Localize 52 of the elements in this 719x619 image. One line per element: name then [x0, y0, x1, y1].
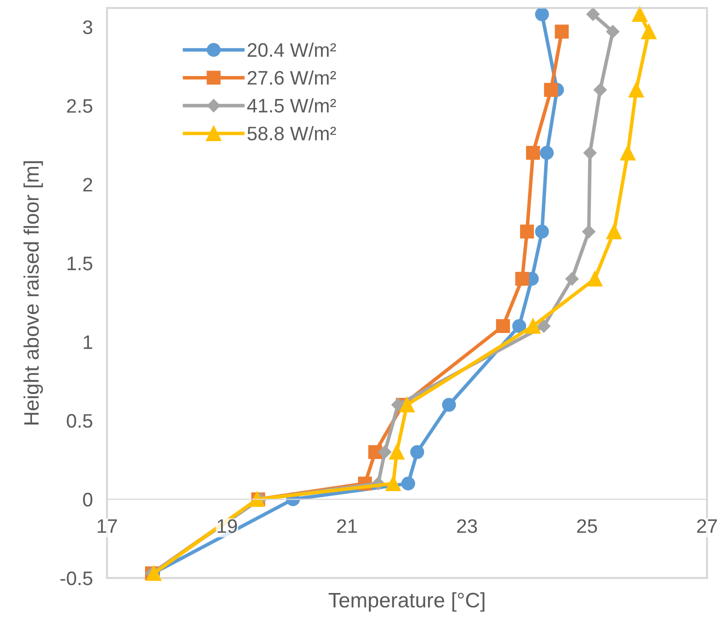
point [594, 83, 607, 96]
y-tick-label: -0.5 [60, 571, 92, 586]
y-tick-label: 1.5 [68, 256, 92, 270]
point [391, 398, 405, 412]
point [554, 24, 569, 39]
x-tick-label: 27 [697, 519, 717, 533]
point [620, 145, 636, 160]
point [540, 146, 554, 160]
point [537, 319, 550, 333]
x-tick-label: 23 [457, 519, 477, 533]
legend-label: 27.6 W/m² [248, 70, 336, 85]
y-tick-label: 0.5 [66, 414, 92, 428]
point [606, 25, 620, 38]
point [515, 272, 530, 286]
x-tick-label: 19 [218, 519, 237, 533]
point [632, 6, 648, 22]
y-tick-label: 0 [83, 492, 92, 507]
point [512, 319, 526, 334]
point [583, 146, 597, 160]
point [565, 272, 579, 286]
point [389, 444, 404, 460]
point [442, 398, 456, 412]
point [535, 7, 549, 22]
x-tick-label: 17 [98, 519, 117, 533]
legend-label: 20.4 W/m² [248, 42, 336, 57]
point [401, 476, 416, 490]
point [535, 224, 549, 239]
point [641, 24, 656, 40]
point [378, 445, 392, 459]
x-axis-title: Temperature [°C] [328, 592, 484, 612]
point [410, 445, 424, 459]
point [606, 224, 622, 240]
point [520, 224, 534, 239]
point [586, 8, 600, 21]
y-tick-label: 3 [83, 20, 92, 34]
point [526, 146, 540, 160]
x-tick-label: 21 [337, 519, 357, 533]
legend-label: 58.8 W/m² [248, 126, 336, 140]
x-tick-label: 25 [577, 519, 597, 533]
point [582, 225, 596, 238]
point [544, 82, 558, 97]
y-axis-title: Height above raised floor [m] [24, 161, 43, 424]
point [386, 476, 401, 492]
legend-label: 41.5 W/m² [247, 98, 336, 113]
y-tick-label: 2 [83, 178, 92, 192]
y-tick-label: 1 [84, 335, 92, 349]
point [496, 319, 510, 334]
point [399, 397, 415, 412]
point [525, 318, 541, 334]
point [628, 82, 644, 98]
y-tick-label: 2.5 [67, 99, 92, 113]
point [587, 271, 602, 286]
